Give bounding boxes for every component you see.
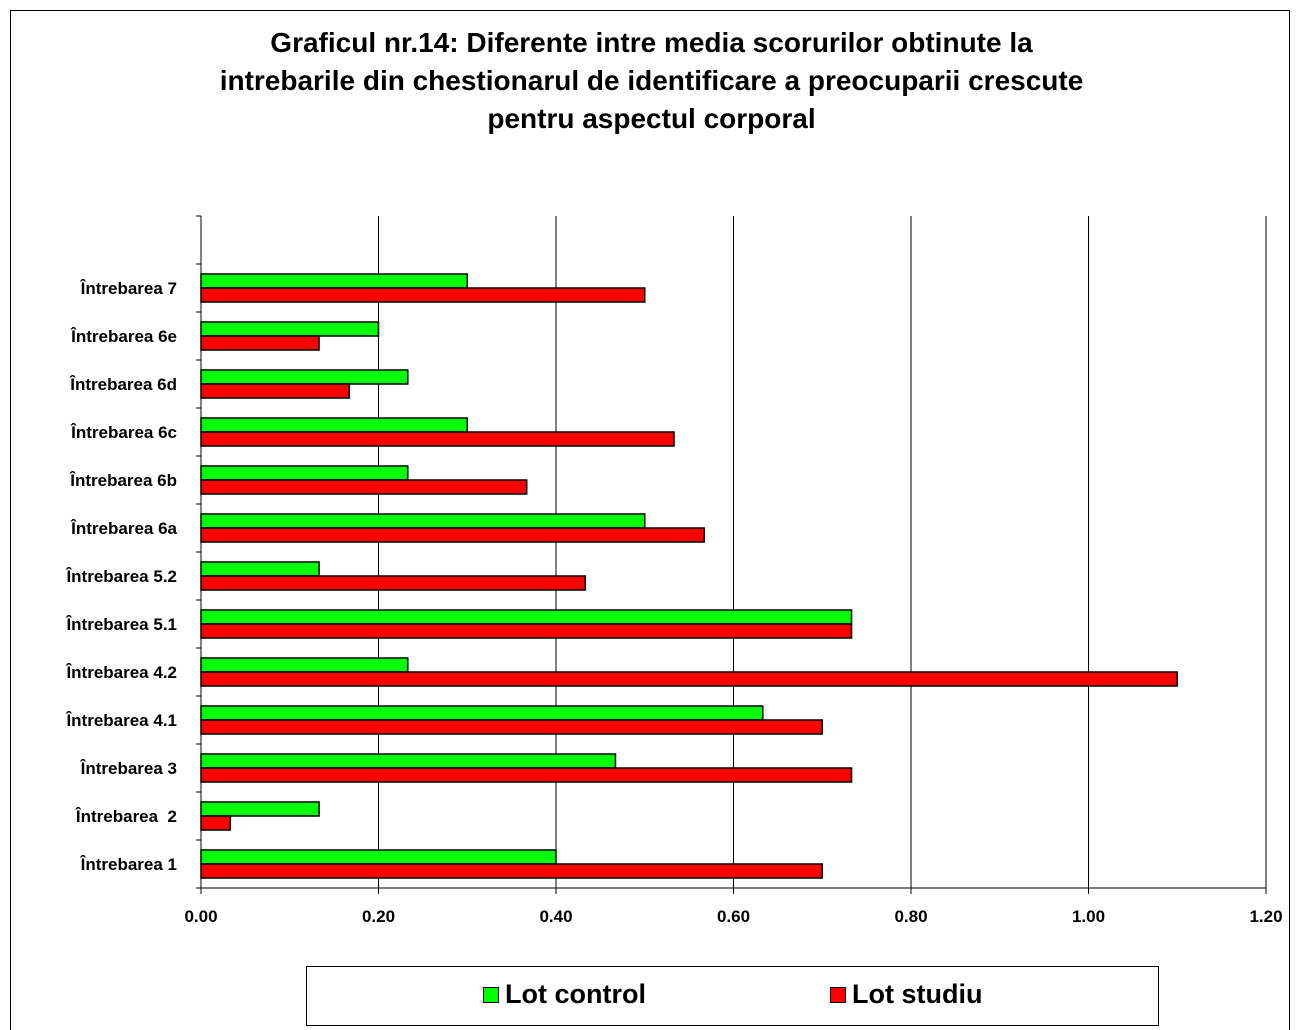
bar-lot-studiu-9 [200,431,675,447]
bar-lot-studiu-11 [200,335,320,351]
bar-lot-control-11 [200,321,380,337]
bar-lot-control-4 [200,657,409,673]
bar-lot-studiu-7 [200,527,705,543]
bar-lot-control-3 [200,705,764,721]
bar-lot-studiu-1 [200,815,232,831]
x-tick-label-0: 0.00 [184,907,217,926]
legend-label-lot-studiu: Lot studiu [852,979,983,1009]
bar-lot-studiu-0 [200,863,823,879]
bar-lot-studiu-2 [200,767,853,783]
category-label-0: Întrebarea 1 [80,855,177,874]
category-label-10: Întrebarea 6d [69,375,177,394]
legend: Lot control Lot studiu [306,966,1159,1026]
axes [196,215,1267,894]
bar-lot-control-12 [200,273,468,289]
category-label-3: Întrebarea 4.1 [65,711,177,730]
x-tick-label-6: 1.20 [1249,907,1282,926]
bar-lot-studiu-10 [200,383,350,399]
bar-lot-studiu-6 [200,575,587,591]
chart-title-line-1: Graficul nr.14: Diferente intre media sc… [270,27,1033,58]
category-label-12: Întrebarea 7 [80,279,177,298]
bars [200,273,1178,879]
bar-lot-control-0 [200,849,557,865]
x-tick-label-4: 0.80 [894,907,927,926]
bar-lot-control-10 [200,369,409,385]
legend-swatch-lot-control [483,986,499,1003]
bar-lot-control-2 [200,753,617,769]
bar-lot-studiu-3 [200,719,823,735]
legend-item-lot-studiu: Lot studiu [830,979,982,1010]
category-label-7: Întrebarea 6a [70,519,177,538]
legend-swatch-lot-studiu [830,986,846,1003]
bar-lot-studiu-8 [200,479,528,495]
axis-labels: 0.00 0.20 0.40 0.60 0.80 1.00 1.20 Întrebarea 1… [65,279,1282,926]
bar-lot-control-8 [200,465,409,481]
bar-lot-studiu-12 [200,287,646,303]
x-tick-label-2: 0.40 [539,907,572,926]
bar-lot-studiu-5 [200,623,853,639]
category-label-8: Întrebarea 6b [69,471,177,490]
category-label-11: Întrebarea 6e [70,327,177,346]
bar-lot-control-9 [200,417,468,433]
chart-title-line-2: intrebarile din chestionarul de identifi… [219,65,1084,96]
category-label-5: Întrebarea 5.1 [65,615,177,634]
category-label-4: Întrebarea 4.2 [65,663,177,682]
category-label-6: Întrebarea 5.2 [65,567,177,586]
x-tick-label-1: 0.20 [362,907,395,926]
bar-lot-studiu-4 [200,671,1178,687]
category-label-9: Întrebarea 6c [70,423,177,442]
x-tick-label-5: 1.00 [1072,907,1105,926]
bar-lot-control-1 [200,801,320,817]
chart-title-line-3: pentru aspectul corporal [487,103,816,134]
category-label-1: Întrebarea 2 [75,807,177,826]
x-tick-label-3: 0.60 [717,907,750,926]
legend-item-lot-control: Lot control [483,979,646,1010]
bar-lot-control-5 [200,609,853,625]
gridlines [378,216,1267,888]
chart-title: Graficul nr.14: Diferente intre media sc… [0,24,1303,138]
bar-lot-control-6 [200,561,320,577]
category-label-2: Întrebarea 3 [80,759,177,778]
legend-label-lot-control: Lot control [505,979,646,1009]
bar-lot-control-7 [200,513,646,529]
